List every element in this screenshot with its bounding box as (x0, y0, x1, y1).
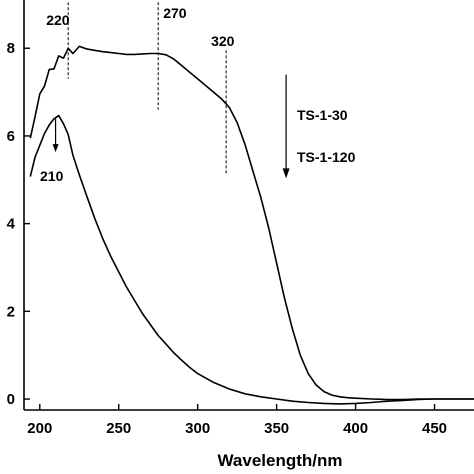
x-tick-label: 400 (343, 420, 368, 437)
legend-label-ts-1-120: TS-1-120 (297, 149, 356, 165)
x-tick-label: 450 (422, 420, 447, 437)
legend-label-ts-1-30: TS-1-30 (297, 107, 348, 123)
annotation-layer: 220 270 320 210 TS-1-30 TS-1-120 (40, 2, 356, 184)
peak-label-320: 320 (211, 33, 235, 49)
y-tick-label: 6 (7, 128, 15, 145)
x-axis-title: Wavelength/nm (218, 451, 343, 470)
x-tick-label: 200 (27, 420, 52, 437)
y-tick-label: 8 (7, 40, 15, 57)
peak-label-270: 270 (163, 5, 187, 21)
plot-frame (23, 0, 474, 411)
x-tick-label: 300 (185, 420, 210, 437)
y-axis-ticks: 0 2 4 6 8 (7, 40, 30, 408)
x-tick-label: 350 (264, 420, 289, 437)
x-axis-ticks: 200 250 300 350 400 450 (27, 404, 447, 437)
peak-label-220: 220 (46, 12, 70, 28)
peak-label-210: 210 (40, 168, 64, 184)
x-tick-label: 250 (106, 420, 131, 437)
series-line-1 (29, 45, 474, 401)
y-tick-label: 4 (7, 216, 16, 233)
peak-210-arrowhead (52, 144, 59, 153)
legend-trend-arrowhead (282, 168, 290, 179)
y-tick-label: 0 (7, 391, 15, 408)
series-line-2 (29, 114, 474, 405)
series-layer (29, 45, 474, 405)
y-tick-label: 2 (7, 303, 15, 320)
